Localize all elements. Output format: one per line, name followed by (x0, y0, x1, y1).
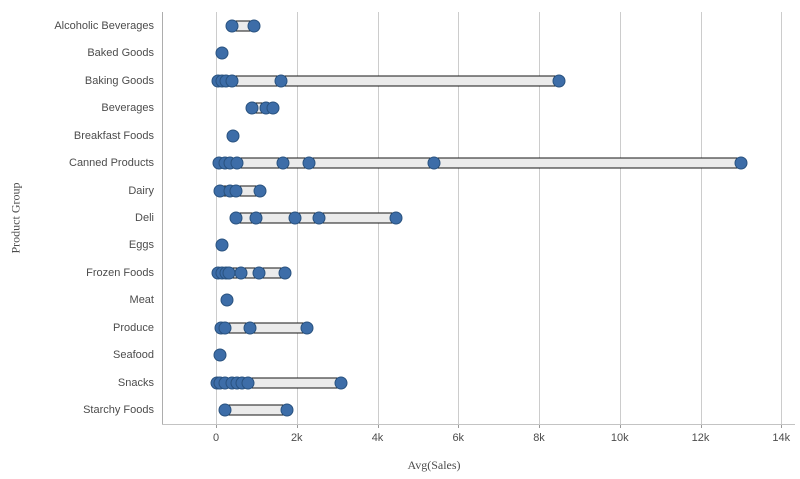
y-category-label[interactable]: Beverages (101, 102, 154, 115)
data-point-dot[interactable] (249, 211, 263, 225)
data-point-dot[interactable] (243, 321, 257, 335)
data-point-dot[interactable] (229, 211, 243, 225)
data-point-dot[interactable] (312, 211, 326, 225)
data-point-dot[interactable] (552, 74, 566, 88)
data-point-dot[interactable] (288, 211, 302, 225)
data-point-dot[interactable] (245, 101, 259, 115)
y-category-label[interactable]: Snacks (117, 376, 154, 389)
y-category-label[interactable]: Breakfast Foods (73, 129, 154, 142)
y-category-label[interactable]: Produce (113, 321, 154, 334)
y-category-label[interactable]: Seafood (113, 349, 154, 362)
gridline (539, 12, 540, 424)
data-point-dot[interactable] (241, 376, 255, 390)
y-category-label[interactable]: Dairy (128, 184, 154, 197)
y-category-label[interactable]: Eggs (128, 239, 154, 252)
axis-tick (781, 424, 783, 428)
x-tick-label: 10k (610, 432, 629, 444)
data-point-dot[interactable] (266, 101, 280, 115)
axis-tick (458, 424, 460, 428)
axis-tick (539, 424, 540, 428)
data-point-dot[interactable] (229, 184, 243, 198)
data-point-dot[interactable] (278, 266, 292, 280)
data-point-dot[interactable] (300, 321, 314, 335)
gridline (458, 12, 460, 424)
data-point-dot[interactable] (220, 293, 234, 307)
x-tick-label: 0 (212, 432, 220, 444)
data-point-dot[interactable] (334, 376, 348, 390)
x-axis-title: Avg(Sales) (407, 458, 461, 472)
data-point-dot[interactable] (253, 184, 267, 198)
x-tick-label: 8k (533, 432, 545, 444)
gridline (619, 12, 621, 424)
y-category-label[interactable]: Alcoholic Beverages (54, 19, 154, 32)
axis-tick (377, 424, 379, 428)
x-tick-label: 4k (371, 432, 384, 444)
data-point-dot[interactable] (225, 19, 239, 33)
axis-tick (700, 424, 702, 428)
data-point-dot[interactable] (734, 156, 748, 170)
y-axis-line (162, 12, 163, 424)
data-point-dot[interactable] (218, 321, 232, 335)
x-tick-label: 6k (452, 432, 465, 444)
data-point-dot[interactable] (226, 129, 240, 143)
data-point-dot[interactable] (252, 266, 266, 280)
gridline (781, 12, 783, 424)
data-point-dot[interactable] (222, 266, 236, 280)
data-point-dot[interactable] (276, 156, 290, 170)
gridline (700, 12, 702, 424)
x-tick-label: 14k (772, 432, 791, 444)
data-point-dot[interactable] (234, 266, 248, 280)
data-point-dot[interactable] (427, 156, 441, 170)
distribution-range-bar[interactable] (213, 157, 747, 169)
axis-tick (216, 424, 217, 428)
y-category-label[interactable]: Starchy Foods (83, 404, 154, 417)
y-category-label[interactable]: Meat (129, 294, 154, 307)
data-point-dot[interactable] (280, 403, 294, 417)
data-point-dot[interactable] (225, 74, 239, 88)
y-category-label[interactable]: Canned Products (69, 157, 154, 170)
y-category-label[interactable]: Frozen Foods (86, 266, 154, 279)
y-category-label[interactable]: Baking Goods (84, 74, 154, 87)
gridline (216, 12, 217, 424)
axis-tick (619, 424, 621, 428)
data-point-dot[interactable] (302, 156, 316, 170)
y-category-label[interactable]: Baked Goods (87, 47, 154, 60)
data-point-dot[interactable] (389, 211, 403, 225)
x-tick-label: 12k (691, 432, 710, 444)
x-axis-line (162, 424, 795, 425)
data-point-dot[interactable] (215, 238, 229, 252)
y-category-label[interactable]: Deli (135, 212, 154, 224)
data-point-dot[interactable] (218, 403, 232, 417)
x-tick-label: 2k (290, 432, 303, 444)
data-point-dot[interactable] (213, 348, 227, 362)
distribution-range-bar[interactable] (212, 75, 566, 87)
data-point-dot[interactable] (215, 46, 229, 60)
data-point-dot[interactable] (230, 156, 244, 170)
y-axis-title: Product Group (8, 182, 23, 254)
data-point-dot[interactable] (247, 19, 261, 33)
data-point-dot[interactable] (274, 74, 288, 88)
axis-tick (296, 424, 298, 428)
